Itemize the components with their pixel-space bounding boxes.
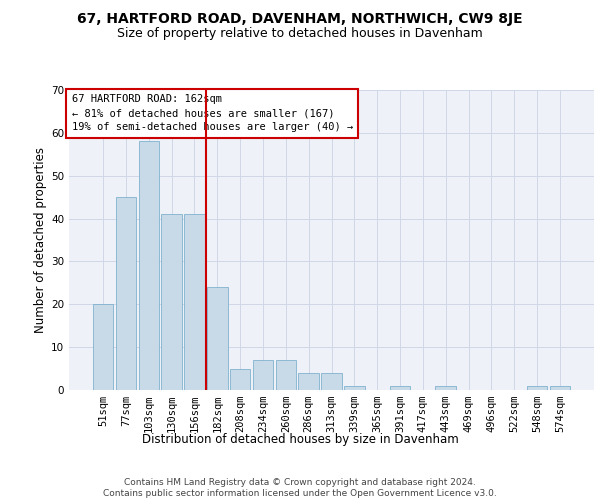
Bar [253, 360, 273, 390]
Bar [184, 214, 205, 390]
Bar [527, 386, 547, 390]
Text: 67, HARTFORD ROAD, DAVENHAM, NORTHWICH, CW9 8JE: 67, HARTFORD ROAD, DAVENHAM, NORTHWICH, … [77, 12, 523, 26]
Bar [161, 214, 182, 390]
Bar [275, 360, 296, 390]
Text: 67 HARTFORD ROAD: 162sqm
← 81% of detached houses are smaller (167)
19% of semi-: 67 HARTFORD ROAD: 162sqm ← 81% of detach… [71, 94, 353, 132]
Bar [93, 304, 113, 390]
Bar [344, 386, 365, 390]
Bar [139, 142, 159, 390]
Bar [550, 386, 570, 390]
Bar [390, 386, 410, 390]
Bar [298, 373, 319, 390]
Bar [207, 287, 227, 390]
Bar [230, 368, 250, 390]
Bar [436, 386, 456, 390]
Y-axis label: Number of detached properties: Number of detached properties [34, 147, 47, 333]
Text: Distribution of detached houses by size in Davenham: Distribution of detached houses by size … [142, 432, 458, 446]
Text: Contains HM Land Registry data © Crown copyright and database right 2024.
Contai: Contains HM Land Registry data © Crown c… [103, 478, 497, 498]
Text: Size of property relative to detached houses in Davenham: Size of property relative to detached ho… [117, 28, 483, 40]
Bar [321, 373, 342, 390]
Bar [116, 197, 136, 390]
